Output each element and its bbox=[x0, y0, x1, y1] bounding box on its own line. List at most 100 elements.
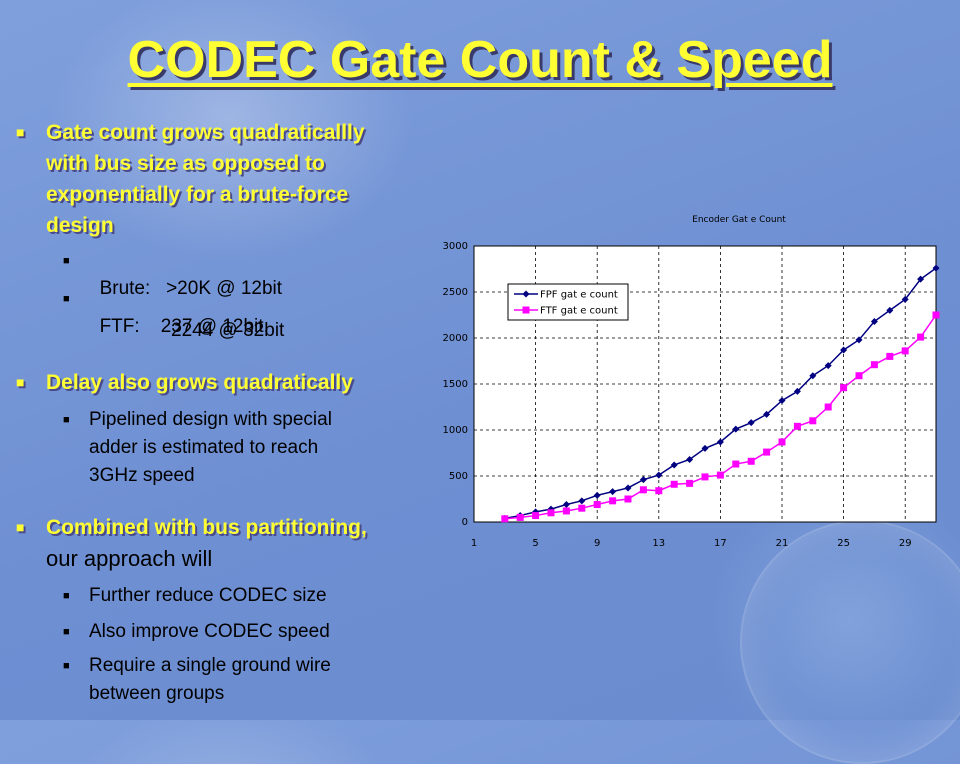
bullet-combined: ■ Combined with bus partitioning, our ap… bbox=[16, 512, 466, 574]
data-point bbox=[670, 480, 678, 488]
data-point bbox=[855, 372, 863, 380]
data-point bbox=[639, 476, 647, 484]
data-point bbox=[732, 425, 740, 433]
y-tick-label: 1000 bbox=[443, 425, 468, 436]
data-point bbox=[747, 457, 755, 465]
data-point bbox=[763, 410, 771, 418]
data-point bbox=[932, 311, 940, 319]
data-point bbox=[639, 486, 647, 494]
data-point bbox=[562, 507, 570, 515]
data-point bbox=[578, 504, 586, 512]
sub-bullet-marker-icon: ■ bbox=[63, 293, 70, 305]
sub-bullet-marker-icon: ■ bbox=[63, 255, 70, 267]
bullet-line: Delay also grows quadratically bbox=[46, 371, 353, 394]
data-point bbox=[901, 347, 909, 355]
data-point bbox=[917, 275, 925, 283]
encoder-gate-count-chart: Encoder Gat e Count 0 500 1000 1500 2000 2500… bbox=[443, 215, 940, 549]
x-tick-label: 1 bbox=[471, 538, 477, 549]
data-point bbox=[855, 336, 863, 344]
data-point bbox=[516, 513, 524, 521]
sub-bullet-improve-speed: ■ Also improve CODEC speed bbox=[63, 618, 330, 646]
y-tick-label: 0 bbox=[462, 517, 468, 528]
data-point bbox=[655, 487, 663, 495]
data-point bbox=[840, 384, 848, 392]
bullet-line: Gate count grows quadraticallly bbox=[46, 121, 365, 144]
chart-legend: FPF gat e count FTF gat e count bbox=[507, 283, 629, 321]
data-point bbox=[732, 460, 740, 468]
chart-axes: 0 500 1000 1500 2000 2500 3000 1 5 9 13 17 21 25 29 bbox=[443, 241, 912, 549]
chart-title: Encoder Gat e Count bbox=[692, 215, 786, 225]
y-tick-label: 2000 bbox=[443, 333, 468, 344]
chart-series bbox=[501, 264, 940, 523]
data-point bbox=[870, 361, 878, 369]
sub-bullet-marker-icon: ■ bbox=[63, 414, 70, 426]
data-point bbox=[778, 438, 786, 446]
data-point bbox=[624, 495, 632, 503]
data-point bbox=[840, 346, 848, 354]
bullet-marker-icon: ■ bbox=[16, 374, 25, 390]
y-tick-label: 500 bbox=[449, 471, 468, 482]
bullet-gate-count: ■ Gate count grows quadraticallly with b… bbox=[16, 117, 446, 241]
data-point bbox=[747, 419, 755, 427]
bullet-line: with bus size as opposed to bbox=[46, 152, 325, 175]
sub-bullet-ftf: ■ FTF: 237 @ 12bit, bbox=[63, 285, 269, 341]
data-point bbox=[701, 473, 709, 481]
bullet-line: Combined with bus partitioning, bbox=[46, 516, 367, 539]
legend-marker bbox=[522, 290, 530, 298]
x-tick-label: 29 bbox=[899, 538, 912, 549]
bullet-marker-icon: ■ bbox=[16, 519, 25, 535]
data-point bbox=[901, 295, 909, 303]
data-point bbox=[886, 352, 894, 360]
x-tick-label: 5 bbox=[532, 538, 538, 549]
data-point bbox=[778, 397, 786, 405]
data-point bbox=[716, 471, 724, 479]
data-point bbox=[532, 512, 540, 520]
slide-title: CODEC Gate Count & Speed bbox=[127, 31, 833, 89]
y-tick-label: 2500 bbox=[443, 287, 468, 298]
data-point bbox=[917, 333, 925, 341]
data-point bbox=[686, 455, 694, 463]
bullet-line: design bbox=[46, 214, 114, 237]
data-point bbox=[824, 362, 832, 370]
x-tick-label: 9 bbox=[594, 538, 600, 549]
data-point bbox=[932, 264, 940, 272]
data-point bbox=[624, 484, 632, 492]
data-point bbox=[670, 461, 678, 469]
y-tick-label: 3000 bbox=[443, 241, 468, 252]
sub-bullet-pipelined: ■ Pipelined design with special adder is… bbox=[63, 406, 332, 490]
data-point bbox=[763, 448, 771, 456]
bullet-marker-icon: ■ bbox=[16, 124, 25, 140]
data-point bbox=[593, 491, 601, 499]
sub-bullet-marker-icon: ■ bbox=[63, 626, 70, 638]
legend-marker bbox=[522, 306, 530, 314]
sub-bullet-ground-wire: ■ Require a single ground wire between g… bbox=[63, 652, 331, 708]
legend-label: FPF gat e count bbox=[540, 290, 618, 301]
data-point bbox=[701, 444, 709, 452]
legend-box bbox=[507, 283, 629, 321]
y-tick-label: 1500 bbox=[443, 379, 468, 390]
data-point bbox=[609, 497, 617, 505]
data-point bbox=[609, 488, 617, 496]
bullet-tail: our approach will bbox=[46, 546, 213, 571]
x-tick-label: 21 bbox=[776, 538, 789, 549]
x-tick-label: 25 bbox=[837, 538, 850, 549]
data-point bbox=[824, 403, 832, 411]
legend-label: FTF gat e count bbox=[540, 306, 618, 317]
bullet-delay: ■ Delay also grows quadratically bbox=[16, 367, 446, 398]
data-point bbox=[547, 509, 555, 517]
data-point bbox=[809, 372, 817, 380]
data-point bbox=[593, 501, 601, 509]
data-point bbox=[793, 387, 801, 395]
data-point bbox=[686, 479, 694, 487]
data-point bbox=[793, 422, 801, 430]
x-tick-label: 17 bbox=[714, 538, 727, 549]
data-point bbox=[562, 501, 570, 509]
sub-bullet-ftf-continuation: 2244 @ 32bit bbox=[171, 320, 285, 341]
data-point bbox=[578, 497, 586, 505]
data-point bbox=[870, 317, 878, 325]
bullet-line: exponentially for a brute-force bbox=[46, 183, 349, 206]
sub-bullet-reduce-size: ■ Further reduce CODEC size bbox=[63, 582, 327, 610]
sub-bullet-marker-icon: ■ bbox=[63, 590, 70, 602]
sub-bullet-brute: ■ Brute: >20K @ 12bit bbox=[63, 247, 282, 303]
x-tick-label: 13 bbox=[652, 538, 665, 549]
